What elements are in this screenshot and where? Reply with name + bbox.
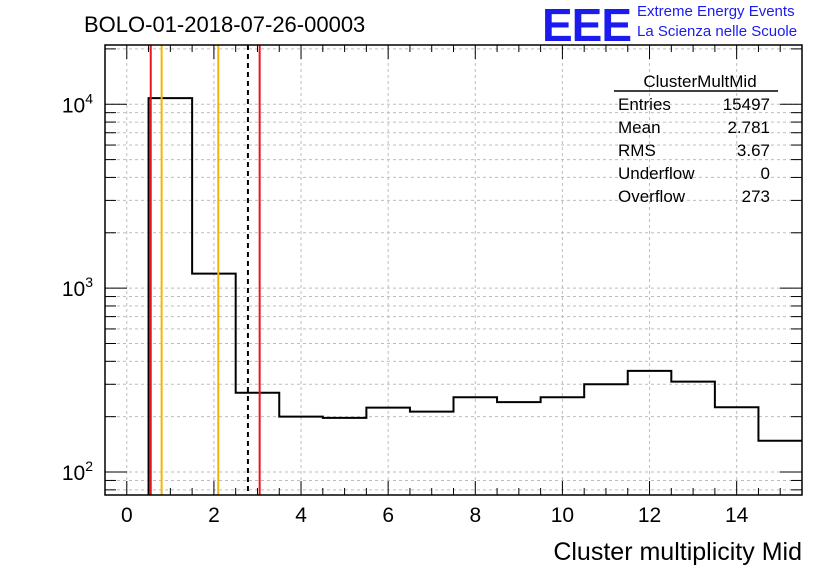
histogram-bin [541, 397, 585, 495]
run-title: BOLO-01-2018-07-26-00003 [84, 12, 366, 37]
histogram-bin [323, 418, 367, 495]
logo-line-1: Extreme Energy Events [637, 3, 795, 20]
stats-label: RMS [618, 141, 656, 160]
x-tick-label: 4 [295, 504, 307, 527]
logo-line-2: La Scienza nelle Scuole [637, 23, 798, 40]
x-axis-title: Cluster multiplicity Mid [553, 538, 802, 566]
stats-value: 0 [761, 164, 770, 183]
plot-area [105, 45, 802, 495]
histogram-bin [454, 397, 498, 495]
histogram-bin [410, 412, 454, 495]
y-tick-label: 103 [62, 274, 93, 301]
x-tick-label: 14 [725, 504, 749, 527]
y-tick-label: 102 [62, 458, 93, 485]
stats-label: Underflow [618, 164, 695, 183]
stats-label: Entries [618, 95, 671, 114]
stats-box-name: ClusterMultMid [643, 72, 756, 91]
x-tick-label: 12 [638, 504, 661, 527]
histogram-bin [192, 274, 236, 495]
eee-logo: EEE [542, 0, 632, 51]
histogram-bin [584, 384, 628, 495]
histogram-bin [149, 98, 193, 495]
histogram-bin [497, 402, 541, 495]
histogram-bin [236, 393, 280, 495]
stats-label: Overflow [618, 187, 686, 206]
x-tick-label: 8 [469, 504, 481, 527]
x-tick-label: 6 [382, 504, 394, 527]
histogram-bin [671, 382, 715, 495]
y-tick-label: 104 [62, 90, 93, 117]
x-tick-label: 0 [121, 504, 133, 527]
x-tick-label: 2 [208, 504, 220, 527]
stats-value: 273 [742, 187, 770, 206]
stats-value: 15497 [723, 95, 770, 114]
stats-label: Mean [618, 118, 661, 137]
histogram-bin [758, 441, 802, 495]
histogram-bin [628, 371, 672, 495]
stats-value: 2.781 [727, 118, 770, 137]
histogram-outline [147, 97, 802, 495]
stats-value: 3.67 [737, 141, 770, 160]
x-tick-label: 10 [551, 504, 574, 527]
